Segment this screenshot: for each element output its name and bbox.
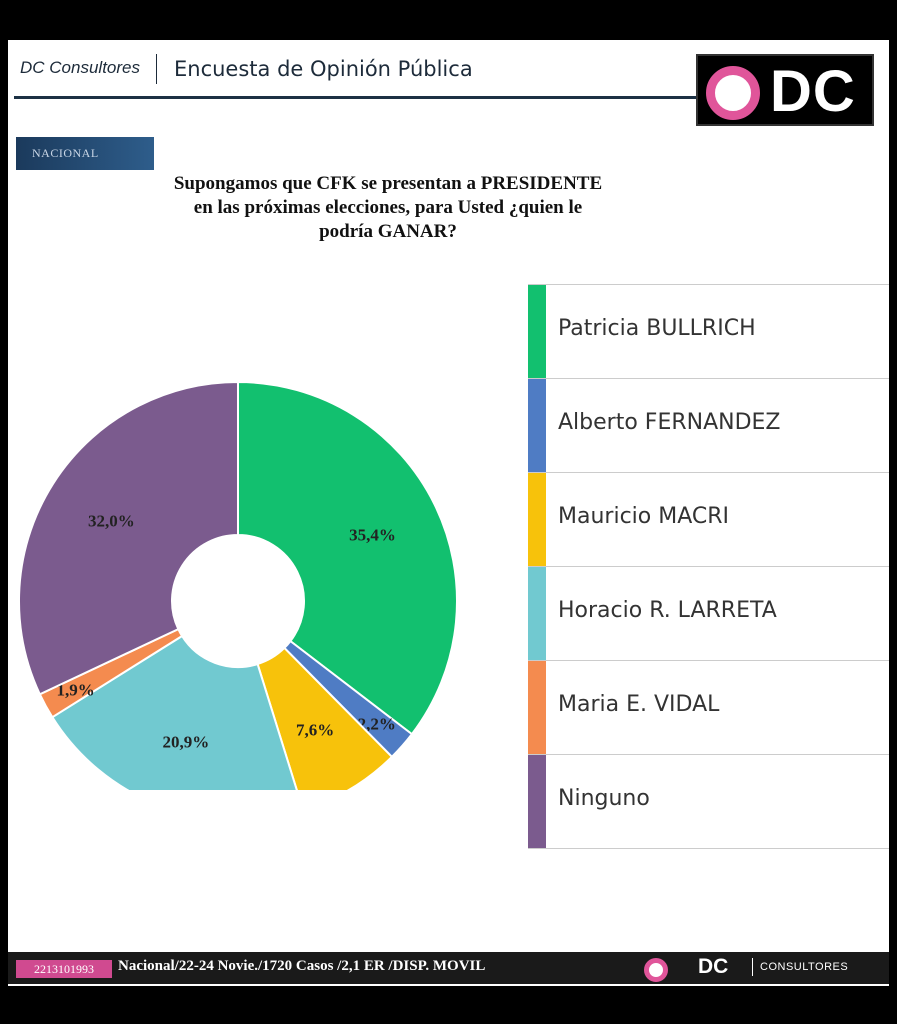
- chart-legend: Patricia BULLRICH Alberto FERNANDEZ Mauric…: [528, 284, 889, 849]
- legend-swatch-6: [528, 755, 546, 848]
- dc-logo: DC: [696, 54, 874, 126]
- footer-text: Nacional/22-24 Novie./1720 Casos /2,1 ER…: [118, 958, 486, 974]
- logo-ring-icon: [706, 66, 760, 120]
- chart-title: Supongamos que CFK se presentan a PRESID…: [173, 173, 603, 242]
- legend-label-2: Alberto FERNANDEZ: [558, 410, 781, 435]
- legend-swatch-2: [528, 379, 546, 472]
- footer-ring-icon: [644, 958, 668, 982]
- footer-logo-separator: [752, 958, 753, 976]
- legend-item-4: Horacio R. LARRETA: [528, 566, 889, 660]
- legend-item-6: Ninguno: [528, 754, 889, 849]
- pie-data-label-1: 35,4%: [349, 526, 396, 545]
- legend-item-2: Alberto FERNANDEZ: [528, 378, 889, 472]
- header-separator: [156, 54, 157, 84]
- legend-swatch-5: [528, 661, 546, 754]
- poll-card: DC Consultores Encuesta de Opinión Públi…: [8, 40, 889, 986]
- pie-data-label-5: 1,9%: [56, 681, 94, 700]
- pie-slice-3: [256, 646, 394, 790]
- legend-swatch-3: [528, 473, 546, 566]
- logo-text: DC: [770, 59, 856, 124]
- header-rule: [14, 96, 698, 99]
- pie-data-label-3: 7,6%: [296, 721, 334, 740]
- brand-name: DC Consultores: [20, 58, 140, 77]
- region-tag: NACIONAL: [16, 137, 154, 170]
- footer-phone: 2213101993: [16, 960, 112, 978]
- footer-logo-consultores: CONSULTORES: [760, 961, 849, 973]
- legend-label-3: Mauricio MACRI: [558, 504, 730, 529]
- pie-slice-6: [18, 380, 239, 696]
- legend-swatch-4: [528, 567, 546, 660]
- legend-item-5: Maria E. VIDAL: [528, 660, 889, 754]
- pie-data-label-2: 2,2%: [358, 714, 396, 733]
- legend-swatch-1: [528, 285, 546, 378]
- legend-label-5: Maria E. VIDAL: [558, 692, 720, 717]
- legend-label-1: Patricia BULLRICH: [558, 316, 756, 341]
- legend-item-3: Mauricio MACRI: [528, 472, 889, 566]
- legend-item-1: Patricia BULLRICH: [528, 284, 889, 378]
- survey-title: Encuesta de Opinión Pública: [174, 57, 473, 81]
- legend-label-4: Horacio R. LARRETA: [558, 598, 777, 623]
- pie-data-label-6: 32,0%: [88, 512, 135, 531]
- pie-slice-1: [237, 380, 458, 736]
- footer-logo-dc: DC: [698, 955, 729, 978]
- legend-label-6: Ninguno: [558, 786, 650, 811]
- donut-chart: 35,4% 2,2% 7,6% 20,9% 1,9% 32,0%: [18, 380, 458, 790]
- pie-slice-4: [50, 634, 298, 790]
- pie-data-label-4: 20,9%: [162, 733, 209, 752]
- footer-bar: 2213101993 Nacional/22-24 Novie./1720 Ca…: [8, 952, 889, 984]
